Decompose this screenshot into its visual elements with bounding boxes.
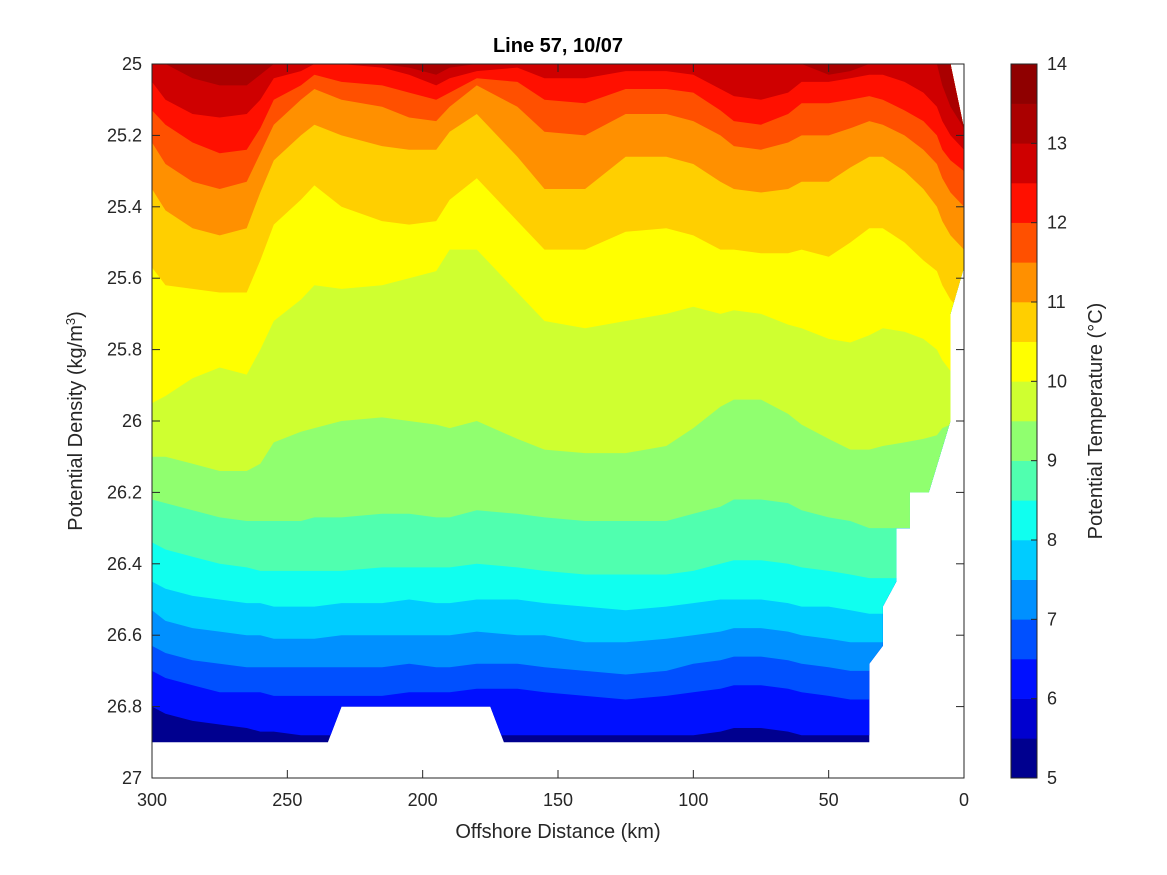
colorbar-segment	[1011, 103, 1037, 144]
colorbar-label: Potential Temperature (°C)	[1085, 303, 1107, 540]
colorbar-segment	[1011, 143, 1037, 184]
colorbar	[1010, 63, 1038, 779]
y-axis-label-text: Potential Density (kg/m	[65, 325, 87, 531]
y-tick-label: 26.4	[107, 554, 142, 574]
contour-band-13	[152, 64, 964, 129]
colorbar-tick-label: 10	[1047, 371, 1067, 391]
colorbar-segment	[1011, 500, 1037, 541]
y-axis-label: Potential Density (kg/m3)	[63, 311, 88, 531]
y-tick-label: 26.2	[107, 482, 142, 502]
colorbar-ticks: 5 6 7 8 9 10 11 12 13 14	[1031, 54, 1067, 788]
contour-band-12-5	[152, 64, 964, 150]
colorbar-segment	[1011, 302, 1037, 342]
y-tick-label: 26.6	[107, 625, 142, 645]
colorbar-tick-label: 6	[1047, 689, 1057, 709]
colorbar-segment	[1011, 540, 1037, 580]
colorbar-tick-label: 9	[1047, 451, 1057, 471]
y-tick-label: 25	[122, 54, 142, 74]
x-tick-label: 300	[137, 790, 167, 810]
x-axis-label: Offshore Distance (km)	[455, 821, 660, 843]
y-axis-label-superscript: 3	[63, 318, 78, 325]
colorbar-frame	[1010, 63, 1038, 779]
colorbar-segment	[1011, 183, 1037, 223]
y-tick-label: 25.8	[107, 340, 142, 360]
colorbar-segment	[1011, 579, 1037, 620]
y-axis-label-close: )	[65, 311, 87, 318]
y-tick-label: 25.4	[107, 197, 142, 217]
colorbar-tick-label: 5	[1047, 768, 1057, 788]
x-tick-label: 50	[819, 790, 839, 810]
x-tick-label: 150	[543, 790, 573, 810]
colorbar-segment	[1011, 421, 1037, 461]
colorbar-segment	[1011, 222, 1037, 263]
x-tick-label: 250	[272, 790, 302, 810]
x-tick-label: 100	[678, 790, 708, 810]
x-tick-label: 200	[408, 790, 438, 810]
colorbar-tick-label: 13	[1047, 133, 1067, 153]
colorbar-tick-label: 14	[1047, 54, 1067, 74]
colorbar-segment	[1011, 659, 1037, 699]
y-tick-label: 25.6	[107, 268, 142, 288]
colorbar-segment	[1011, 381, 1037, 422]
colorbar-segment	[1011, 619, 1037, 660]
colorbar-segment	[1011, 64, 1037, 104]
colorbar-tick-label: 8	[1047, 530, 1057, 550]
colorbar-segment	[1011, 262, 1037, 303]
x-tick-label: 0	[959, 790, 969, 810]
y-axis-ticks: 25 25.2 25.4 25.6 25.8 26 26.2 26.4 26.6 26.8 27	[107, 54, 964, 788]
colorbar-segment	[1011, 341, 1037, 382]
y-tick-label: 26	[122, 411, 142, 431]
colorbar-tick-label: 12	[1047, 213, 1067, 233]
y-tick-label: 26.8	[107, 697, 142, 717]
y-tick-label: 25.2	[107, 125, 142, 145]
colorbar-tick-label: 11	[1047, 292, 1066, 312]
contour-bands	[152, 64, 964, 743]
colorbar-segment	[1011, 738, 1037, 779]
colorbar-tick-label: 7	[1047, 609, 1057, 629]
colorbar-segment	[1011, 698, 1037, 739]
contour-bands-masked	[152, 64, 964, 743]
chart-title: Line 57, 10/07	[493, 35, 623, 57]
y-tick-label: 27	[122, 768, 142, 788]
x-axis-ticks: 300 250 200 150 100 50 0	[137, 64, 969, 810]
colorbar-segment	[1011, 460, 1037, 501]
